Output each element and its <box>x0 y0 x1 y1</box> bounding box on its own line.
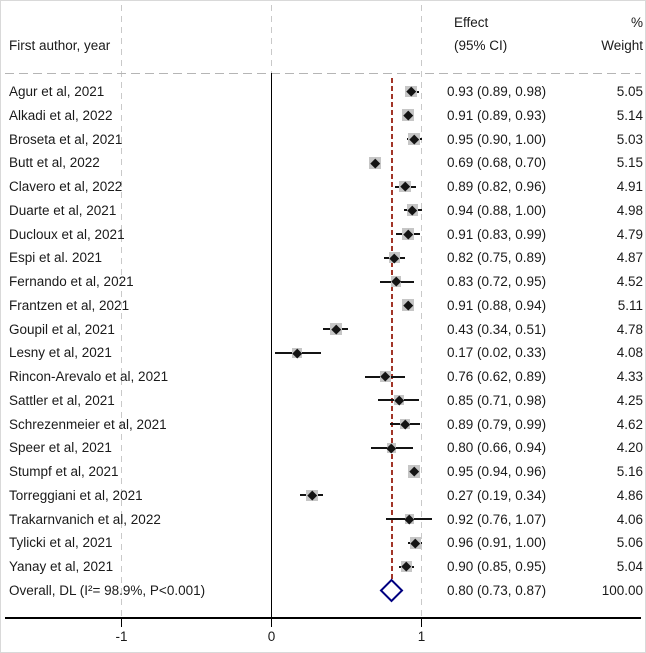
study-label: Yanay et al, 2021 <box>9 559 114 574</box>
study-label: Butt et al, 2022 <box>9 155 100 171</box>
study-column-header: First author, year <box>9 38 111 53</box>
effect-ci-value: 0.82 (0.75, 0.89) <box>447 250 547 266</box>
x-axis-tick-label: 0 <box>267 629 276 644</box>
weight-value: 4.78 <box>616 321 643 337</box>
study-label: Alkadi et al, 2022 <box>9 107 113 123</box>
weight-value: 4.08 <box>616 345 643 361</box>
effect-ci-value: 0.85 (0.71, 0.98) <box>447 392 547 408</box>
overall-effect-ci-value: 0.80 (0.73, 0.87) <box>447 582 547 598</box>
weight-value: 5.15 <box>616 155 643 171</box>
effect-ci-value: 0.90 (0.85, 0.95) <box>447 559 547 574</box>
weight-value: 4.06 <box>616 511 643 527</box>
null-effect-line <box>270 73 273 618</box>
study-label: Sattler et al, 2021 <box>9 392 115 408</box>
effect-ci-value: 0.92 (0.76, 1.07) <box>447 511 547 527</box>
weight-value: 4.62 <box>616 416 643 432</box>
x-axis-tick-label: -1 <box>115 629 128 644</box>
study-label: Rincon-Arevalo et al, 2021 <box>9 369 169 384</box>
effect-column-header-line2: (95% CI) <box>454 38 508 53</box>
overall-diamond-shape <box>379 578 404 603</box>
effect-ci-value: 0.96 (0.91, 1.00) <box>447 535 547 551</box>
effect-ci-value: 0.43 (0.34, 0.51) <box>447 321 547 337</box>
study-label: Tylicki et al, 2021 <box>9 535 113 551</box>
weight-value: 4.52 <box>616 274 643 289</box>
weight-value: 4.20 <box>616 440 643 456</box>
weight-value: 5.14 <box>616 107 643 123</box>
study-label: Trakarnvanich et al, 2022 <box>9 511 161 527</box>
effect-ci-value: 0.91 (0.83, 0.99) <box>447 226 547 242</box>
effect-ci-value: 0.80 (0.66, 0.94) <box>447 440 547 456</box>
effect-ci-value: 0.27 (0.19, 0.34) <box>447 487 547 503</box>
effect-ci-value: 0.93 (0.89, 0.98) <box>447 84 547 99</box>
overall-diamond <box>379 578 404 603</box>
x-axis-tick <box>420 619 423 627</box>
study-label: Stumpf et al, 2021 <box>9 464 119 479</box>
overall-weight-value: 100.00 <box>601 582 643 598</box>
study-label: Torreggiani et al, 2021 <box>9 487 143 503</box>
effect-ci-value: 0.83 (0.72, 0.95) <box>447 274 547 289</box>
weight-value: 4.98 <box>616 202 643 218</box>
study-label: Agur et al, 2021 <box>9 84 105 99</box>
effect-ci-value: 0.17 (0.02, 0.33) <box>447 345 547 361</box>
weight-value: 4.25 <box>616 392 643 408</box>
vertical-gridline <box>421 5 422 618</box>
weight-column-header-line2: Weight <box>601 38 643 53</box>
effect-ci-value: 0.91 (0.89, 0.93) <box>447 107 547 123</box>
effect-ci-value: 0.89 (0.79, 0.99) <box>447 416 547 432</box>
overall-effect-dashed-line <box>390 78 393 601</box>
weight-value: 5.06 <box>616 535 643 551</box>
weight-value: 4.79 <box>616 226 643 242</box>
effect-ci-value: 0.95 (0.90, 1.00) <box>447 131 547 147</box>
x-axis-tick <box>120 619 123 627</box>
vertical-gridline <box>121 5 122 618</box>
weight-value: 5.03 <box>616 131 643 147</box>
effect-ci-value: 0.95 (0.94, 0.96) <box>447 464 547 479</box>
x-axis-line <box>5 617 641 619</box>
study-label: Schrezenmeier et al, 2021 <box>9 416 167 432</box>
study-label: Fernando et al, 2021 <box>9 274 134 289</box>
study-label: Broseta et al, 2021 <box>9 131 123 147</box>
study-label: Espi et al. 2021 <box>9 250 103 266</box>
weight-value: 5.05 <box>616 84 643 99</box>
effect-column-header-line1: Effect <box>454 15 489 30</box>
x-axis-tick <box>270 619 273 627</box>
overall-label: Overall, DL (I²= 98.9%, P<0.001) <box>9 582 206 598</box>
effect-ci-value: 0.69 (0.68, 0.70) <box>447 155 547 171</box>
effect-ci-value: 0.89 (0.82, 0.96) <box>447 179 547 194</box>
weight-value: 5.16 <box>616 464 643 479</box>
effect-ci-value: 0.91 (0.88, 0.94) <box>447 297 547 313</box>
study-label: Speer et al, 2021 <box>9 440 112 456</box>
weight-value: 4.91 <box>616 179 643 194</box>
study-label: Duarte et al, 2021 <box>9 202 117 218</box>
study-label: Goupil et al, 2021 <box>9 321 115 337</box>
weight-value: 5.11 <box>617 297 643 313</box>
weight-column-header-line1: % <box>630 15 643 30</box>
weight-value: 4.86 <box>616 487 643 503</box>
study-label: Clavero et al, 2022 <box>9 179 123 194</box>
weight-value: 5.04 <box>616 559 643 574</box>
study-label: Ducloux et al, 2021 <box>9 226 125 242</box>
effect-ci-value: 0.94 (0.88, 1.00) <box>447 202 547 218</box>
header-separator-line <box>5 73 641 74</box>
effect-ci-value: 0.76 (0.62, 0.89) <box>447 369 547 384</box>
study-label: Frantzen et al, 2021 <box>9 297 130 313</box>
weight-value: 4.33 <box>616 369 643 384</box>
study-label: Lesny et al, 2021 <box>9 345 112 361</box>
weight-value: 4.87 <box>616 250 643 266</box>
x-axis-tick-label: 1 <box>417 629 426 644</box>
